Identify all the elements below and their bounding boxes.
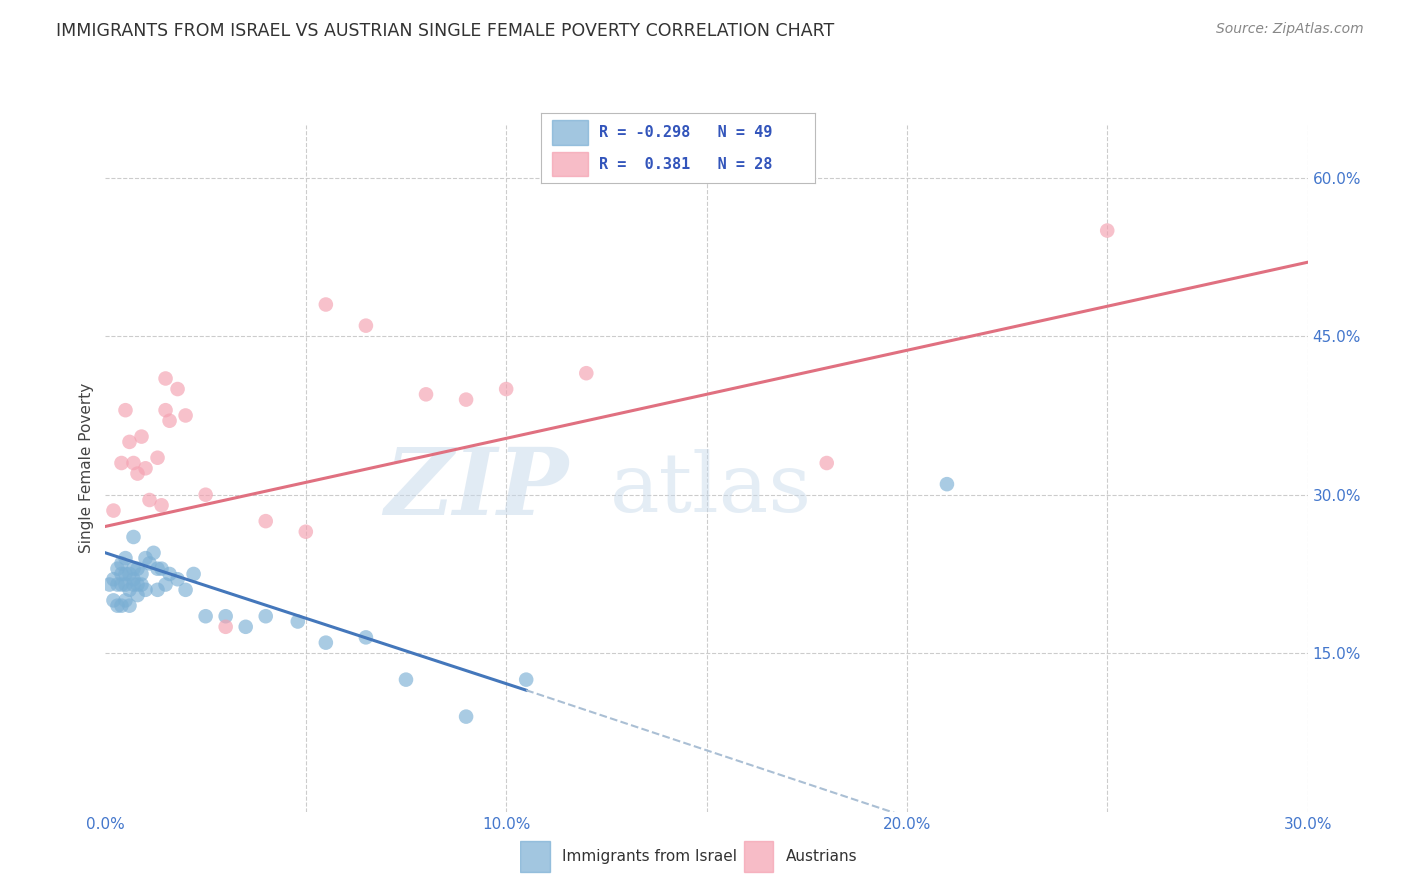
Point — [515, 673, 537, 687]
Point — [287, 615, 309, 629]
Point — [122, 456, 145, 470]
Point — [122, 562, 145, 576]
Point — [118, 434, 141, 449]
Y-axis label: Single Female Poverty: Single Female Poverty — [79, 384, 94, 553]
Point — [131, 577, 153, 591]
Point — [166, 382, 188, 396]
Point — [454, 709, 477, 723]
Point — [146, 450, 169, 465]
Point — [114, 577, 136, 591]
Bar — [744, 840, 773, 872]
Point — [110, 456, 132, 470]
Point — [127, 577, 149, 591]
Point — [155, 577, 177, 591]
Point — [936, 477, 959, 491]
Point — [315, 297, 337, 311]
Point — [138, 557, 160, 571]
Point — [135, 551, 157, 566]
Point — [315, 635, 337, 649]
Point — [354, 631, 377, 645]
Point — [122, 530, 145, 544]
Point — [155, 403, 177, 417]
Point — [575, 366, 598, 380]
Point — [110, 599, 132, 613]
Point — [235, 620, 257, 634]
Point — [495, 382, 517, 396]
Point — [110, 566, 132, 581]
Point — [155, 371, 177, 385]
Point — [118, 582, 141, 597]
Point — [135, 582, 157, 597]
Point — [150, 498, 173, 512]
Point — [194, 488, 217, 502]
Point — [103, 572, 125, 586]
Point — [254, 609, 277, 624]
Point — [395, 673, 418, 687]
Bar — [553, 152, 588, 176]
Point — [131, 429, 153, 443]
Bar — [520, 840, 550, 872]
Point — [114, 403, 136, 417]
Point — [142, 546, 165, 560]
Point — [135, 461, 157, 475]
Point — [1097, 223, 1119, 237]
Point — [98, 577, 121, 591]
Point — [146, 582, 169, 597]
Point — [122, 572, 145, 586]
Text: Immigrants from Israel: Immigrants from Israel — [562, 849, 737, 863]
Point — [194, 609, 217, 624]
Point — [103, 593, 125, 607]
Point — [214, 609, 236, 624]
Bar — [553, 120, 588, 145]
Point — [107, 562, 129, 576]
Point — [183, 566, 205, 581]
Point — [127, 467, 149, 481]
Point — [214, 620, 236, 634]
Text: IMMIGRANTS FROM ISRAEL VS AUSTRIAN SINGLE FEMALE POVERTY CORRELATION CHART: IMMIGRANTS FROM ISRAEL VS AUSTRIAN SINGL… — [56, 22, 835, 40]
Point — [131, 566, 153, 581]
Point — [138, 493, 160, 508]
Point — [146, 562, 169, 576]
Point — [103, 503, 125, 517]
Point — [110, 577, 132, 591]
Point — [454, 392, 477, 407]
Point — [114, 551, 136, 566]
Point — [118, 566, 141, 581]
Point — [114, 593, 136, 607]
Point — [159, 566, 181, 581]
Text: R = -0.298   N = 49: R = -0.298 N = 49 — [599, 125, 772, 140]
Point — [127, 588, 149, 602]
Point — [150, 562, 173, 576]
Point — [122, 577, 145, 591]
Text: R =  0.381   N = 28: R = 0.381 N = 28 — [599, 157, 772, 171]
Point — [354, 318, 377, 333]
Point — [295, 524, 318, 539]
Point — [815, 456, 838, 470]
Point — [159, 414, 181, 428]
Point — [118, 599, 141, 613]
Point — [174, 409, 197, 423]
Point — [107, 599, 129, 613]
Point — [110, 557, 132, 571]
Point — [174, 582, 197, 597]
Text: Source: ZipAtlas.com: Source: ZipAtlas.com — [1216, 22, 1364, 37]
Text: Austrians: Austrians — [786, 849, 858, 863]
Text: ZIP: ZIP — [384, 444, 568, 534]
Point — [166, 572, 188, 586]
Point — [114, 566, 136, 581]
Text: atlas: atlas — [610, 449, 813, 529]
Point — [415, 387, 437, 401]
Point — [254, 514, 277, 528]
Point — [127, 562, 149, 576]
Point — [107, 577, 129, 591]
